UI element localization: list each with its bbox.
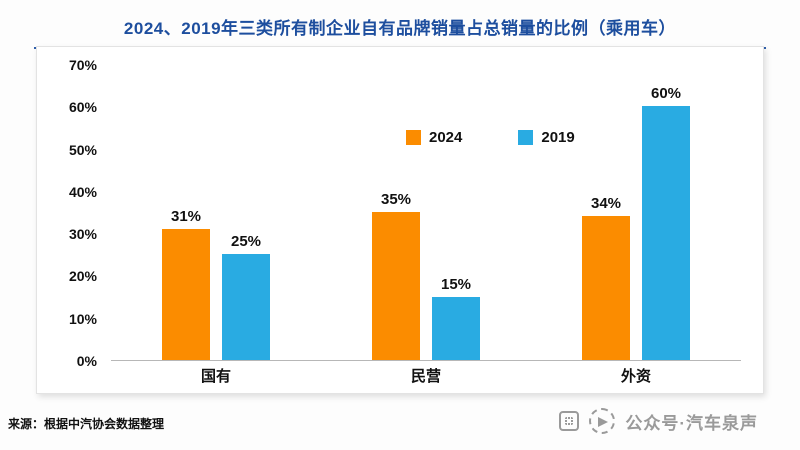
x-axis-label-民营: 民营 [410, 368, 441, 385]
legend-swatch-2024 [406, 130, 421, 145]
megaphone-icon [589, 408, 616, 434]
bar-2019-民营 [432, 296, 480, 360]
legend-label: 2024 [429, 129, 463, 146]
bar-value-label: 25% [230, 233, 262, 251]
y-tick-label: 0% [76, 353, 97, 369]
bar-col: 25% [222, 233, 270, 360]
y-tick-label: 40% [68, 183, 97, 200]
bar-value-label: 15% [440, 275, 472, 293]
y-axis: 0% 10% 20% 30% 40% 50% 60% 70% [55, 57, 103, 369]
x-axis-label-外资: 外资 [620, 368, 651, 385]
y-tick-label: 10% [68, 310, 97, 327]
bar-value-label: 31% [170, 207, 202, 225]
bar-group-民营: 35% 15% [341, 65, 511, 360]
chart-panel: 0% 10% 20% 30% 40% 50% 60% 70% 2024 2019 31% 25%… [36, 46, 764, 394]
legend-label: 2019 [541, 129, 575, 146]
legend-item-2019: 2019 [518, 129, 575, 146]
y-tick-label: 30% [68, 226, 97, 243]
source-note: 来源：根据中汽协会数据整理 [8, 417, 165, 431]
legend-swatch-2019 [518, 130, 534, 145]
page-title: 2024、2019年三类所有制企业自有品牌销量占总销量的比例（乘用车） [123, 19, 677, 38]
y-tick-label: 60% [68, 99, 97, 116]
bar-2024-国有 [162, 228, 210, 360]
bar-col: 15% [432, 276, 480, 360]
bar-2019-外资 [642, 106, 690, 360]
legend: 2024 2019 [406, 129, 575, 146]
bar-col: 60% [642, 85, 690, 360]
y-tick-label: 70% [68, 57, 97, 73]
y-tick-label: 50% [68, 141, 97, 158]
x-axis-labels: 国有 民营 外资 [111, 365, 741, 386]
bar-col: 31% [162, 208, 210, 360]
bar-groups: 31% 25% 35% 15% 34% 60% [111, 65, 741, 360]
plot-wrap: 0% 10% 20% 30% 40% 50% 60% 70% 2024 2019 31% 25%… [55, 57, 745, 385]
plot-area: 2024 2019 31% 25% 35% 15% 34% 60% [111, 65, 741, 361]
bar-2024-民营 [372, 212, 420, 360]
qr-icon [559, 411, 580, 431]
bar-col: 34% [582, 195, 630, 360]
bar-col: 35% [372, 191, 420, 360]
bar-2024-外资 [582, 216, 630, 360]
bar-value-label: 34% [590, 195, 622, 213]
bar-value-label: 35% [380, 191, 412, 208]
bar-2019-国有 [222, 254, 270, 360]
bar-group-外资: 34% 60% [551, 65, 721, 360]
y-tick-label: 20% [68, 268, 97, 285]
x-axis-label-国有: 国有 [200, 368, 231, 385]
legend-item-2024: 2024 [406, 129, 462, 146]
watermark: 公众号·汽车泉声 [559, 408, 758, 434]
watermark-text: 公众号·汽车泉声 [625, 413, 758, 433]
bar-value-label: 60% [650, 85, 682, 103]
bar-group-国有: 31% 25% [131, 65, 301, 360]
